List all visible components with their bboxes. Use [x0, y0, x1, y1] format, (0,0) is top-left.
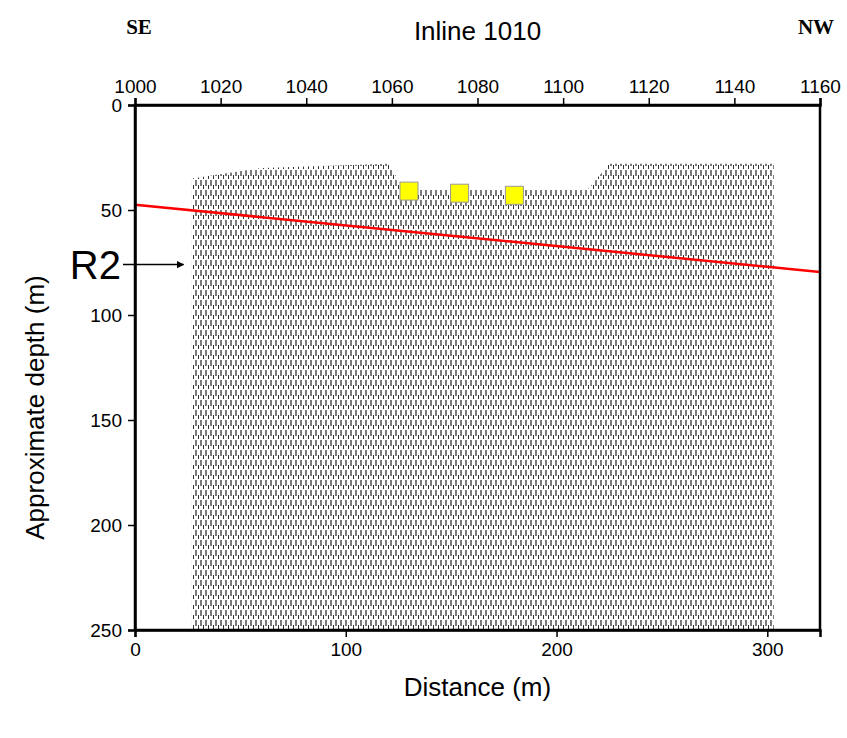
direction-label: SE [126, 15, 152, 39]
tick-label: 1080 [457, 76, 499, 97]
tick-mark [135, 98, 137, 105]
tick-mark [128, 630, 135, 632]
tick-label: 300 [752, 639, 784, 660]
tick-mark [556, 630, 558, 637]
tick: 1020 [200, 76, 242, 105]
annotation-label: R2 [70, 243, 121, 287]
direction-label: NW [798, 15, 834, 39]
tick-label: 200 [90, 515, 122, 536]
tick-label: 1160 [800, 76, 841, 97]
tick: 200 [90, 515, 135, 536]
tick-mark [392, 98, 394, 105]
tick: 0 [130, 630, 141, 660]
red-line [135, 205, 820, 272]
tick-mark [734, 98, 736, 105]
tick-label: 1040 [286, 76, 328, 97]
x2-axis: 100010201040106010801100112011401160 [114, 76, 841, 106]
tick-label: 150 [90, 410, 122, 431]
x-axis: 0 100 200 300 [130, 630, 820, 660]
tick-mark [128, 210, 135, 212]
tick: 300 [752, 630, 784, 660]
tick-mark [649, 98, 651, 105]
tick-mark [128, 420, 135, 422]
tick: 1040 [286, 76, 328, 105]
tick-label: 1100 [543, 76, 584, 97]
annotation-arrow [123, 264, 184, 266]
tick: 150 [90, 410, 135, 431]
tick-label: 0 [111, 95, 122, 116]
tick-mark [128, 105, 135, 107]
tick: 250 [90, 620, 135, 641]
axis-line [136, 98, 821, 106]
axis-line [128, 106, 136, 631]
tick-mark [820, 98, 822, 105]
tick-label: 0 [130, 639, 141, 660]
tick-mark [346, 630, 348, 637]
plot-area [135, 164, 820, 630]
tick: 100 [90, 305, 135, 326]
axis-line [136, 631, 821, 638]
tick-label: 100 [90, 305, 122, 326]
tick: 1100 [543, 76, 584, 105]
seismic-traces [192, 164, 774, 630]
marker [400, 182, 418, 200]
tick: 200 [541, 630, 573, 660]
marker [505, 186, 523, 204]
y-axis-title: Approximate depth (m) [20, 275, 50, 539]
tick-mark [767, 630, 769, 637]
tick-mark [477, 98, 479, 105]
marker [451, 184, 469, 202]
frame [135, 105, 820, 630]
y-axis: 0 50 100 150 200 250 [90, 95, 135, 641]
chart: 0100200300100010201040106010801100112011… [0, 0, 847, 738]
tick-mark [128, 315, 135, 317]
tick: 100 [330, 630, 362, 660]
tick-label: 1120 [629, 76, 670, 97]
tick: 1060 [371, 76, 413, 105]
tick-label: 100 [330, 639, 362, 660]
tick-mark [563, 98, 565, 105]
tick-label: 1020 [200, 76, 242, 97]
x-axis-title: Distance (m) [404, 672, 551, 702]
tick-label: 250 [90, 620, 122, 641]
tick: 1120 [629, 76, 670, 105]
tick-mark [306, 98, 308, 105]
tick: 1080 [457, 76, 499, 105]
tick-label: 1140 [714, 76, 755, 97]
tick-mark [128, 525, 135, 527]
tick: 1160 [800, 76, 841, 105]
tick: 0 [111, 95, 135, 116]
tick-label: 50 [101, 200, 122, 221]
title: Inline 1010 [414, 16, 541, 46]
tick-label: 1060 [371, 76, 413, 97]
tick: 50 [101, 200, 135, 221]
tick-label: 200 [541, 639, 573, 660]
tick-mark [220, 98, 222, 105]
tick: 1140 [714, 76, 755, 105]
